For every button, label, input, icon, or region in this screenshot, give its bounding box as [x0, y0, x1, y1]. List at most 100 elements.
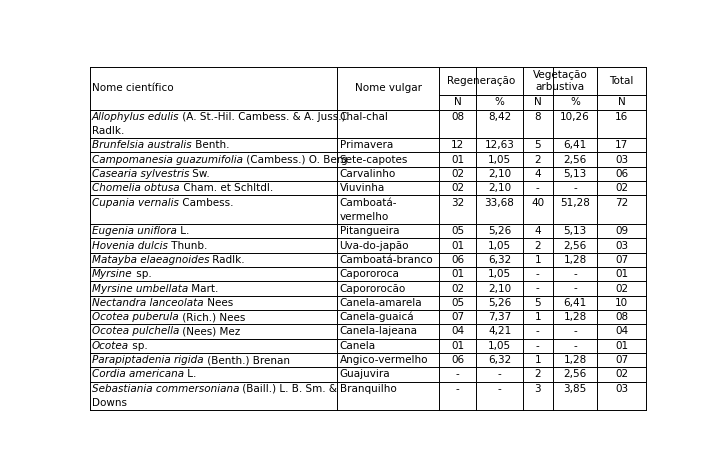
- Text: 08: 08: [452, 112, 465, 122]
- Text: 4: 4: [534, 169, 541, 179]
- Text: 5: 5: [534, 140, 541, 150]
- Text: 8,42: 8,42: [488, 112, 511, 122]
- Text: Radlk.: Radlk.: [210, 255, 245, 265]
- Text: -: -: [498, 384, 501, 394]
- Text: Matayba elaeagnoides: Matayba elaeagnoides: [92, 255, 210, 265]
- Text: Vegetação
arbustiva: Vegetação arbustiva: [533, 70, 587, 92]
- Text: 05: 05: [452, 226, 465, 236]
- Text: 02: 02: [615, 370, 628, 379]
- Text: 01: 01: [615, 341, 628, 351]
- Text: Cordia americana: Cordia americana: [92, 370, 184, 379]
- Text: 4,21: 4,21: [488, 326, 511, 337]
- Text: 5: 5: [534, 298, 541, 308]
- Text: (A. St.-Hil. Cambess. & A. Juss.): (A. St.-Hil. Cambess. & A. Juss.): [180, 112, 346, 122]
- Text: -: -: [573, 269, 577, 279]
- Text: Casearia sylvestris: Casearia sylvestris: [92, 169, 190, 179]
- Text: -: -: [536, 269, 539, 279]
- Text: Branquilho: Branquilho: [340, 384, 396, 394]
- Text: Capororocão: Capororocão: [340, 284, 406, 293]
- Text: Radlk.: Radlk.: [92, 126, 124, 136]
- Text: 07: 07: [452, 312, 465, 322]
- Text: Cupania vernalis: Cupania vernalis: [92, 198, 179, 207]
- Text: Campomanesia guazumifolia: Campomanesia guazumifolia: [92, 155, 243, 165]
- Text: Canela: Canela: [340, 341, 376, 351]
- Text: Angico-vermelho: Angico-vermelho: [340, 355, 428, 365]
- Text: 01: 01: [615, 269, 628, 279]
- Text: 03: 03: [615, 384, 628, 394]
- Text: 07: 07: [615, 355, 628, 365]
- Text: 6,32: 6,32: [488, 255, 511, 265]
- Text: 2,10: 2,10: [488, 183, 511, 193]
- Text: 04: 04: [615, 326, 628, 337]
- Text: Cambess.: Cambess.: [179, 198, 233, 207]
- Text: Hovenia dulcis: Hovenia dulcis: [92, 240, 168, 251]
- Text: Canela-lajeana: Canela-lajeana: [340, 326, 418, 337]
- Text: 5,26: 5,26: [488, 298, 511, 308]
- Text: 6,41: 6,41: [564, 140, 587, 150]
- Text: 40: 40: [531, 198, 544, 207]
- Text: 2,10: 2,10: [488, 169, 511, 179]
- Text: Benth.: Benth.: [192, 140, 229, 150]
- Text: 1: 1: [534, 312, 541, 322]
- Text: %: %: [570, 97, 580, 107]
- Text: 12: 12: [451, 140, 465, 150]
- Text: 01: 01: [452, 240, 465, 251]
- Text: Nees: Nees: [204, 298, 233, 308]
- Text: Nome científico: Nome científico: [92, 83, 174, 93]
- Text: Myrsine umbellata: Myrsine umbellata: [92, 284, 188, 293]
- Text: N: N: [454, 97, 462, 107]
- Text: 12,63: 12,63: [485, 140, 515, 150]
- Text: 4: 4: [534, 226, 541, 236]
- Text: 2: 2: [534, 155, 541, 165]
- Text: 08: 08: [615, 312, 628, 322]
- Text: 72: 72: [615, 198, 628, 207]
- Text: 1: 1: [534, 255, 541, 265]
- Text: Primavera: Primavera: [340, 140, 393, 150]
- Text: 03: 03: [615, 240, 628, 251]
- Text: Regeneração: Regeneração: [447, 76, 515, 86]
- Text: L.: L.: [184, 370, 197, 379]
- Text: 3: 3: [534, 384, 541, 394]
- Text: -: -: [573, 326, 577, 337]
- Text: Sebastiania commersoniana: Sebastiania commersoniana: [92, 384, 240, 394]
- Text: 06: 06: [615, 169, 628, 179]
- Text: Ocotea: Ocotea: [92, 341, 129, 351]
- Text: 02: 02: [452, 284, 465, 293]
- Text: Viuvinha: Viuvinha: [340, 183, 385, 193]
- Text: Allophylus edulis: Allophylus edulis: [92, 112, 180, 122]
- Text: Thunb.: Thunb.: [168, 240, 208, 251]
- Text: 5,13: 5,13: [564, 226, 587, 236]
- Text: 2,10: 2,10: [488, 284, 511, 293]
- Text: 5,26: 5,26: [488, 226, 511, 236]
- Text: sp.: sp.: [129, 341, 148, 351]
- Text: (Rich.) Nees: (Rich.) Nees: [179, 312, 245, 322]
- Text: Camboatá-: Camboatá-: [340, 198, 397, 207]
- Text: (Cambess.) O. Berg: (Cambess.) O. Berg: [243, 155, 348, 165]
- Text: vermelho: vermelho: [340, 212, 389, 222]
- Text: 2: 2: [534, 370, 541, 379]
- Text: 51,28: 51,28: [560, 198, 590, 207]
- Text: 3,85: 3,85: [564, 384, 587, 394]
- Text: Nome vulgar: Nome vulgar: [355, 83, 421, 93]
- Text: 10,26: 10,26: [560, 112, 590, 122]
- Text: Total: Total: [610, 76, 634, 86]
- Text: (Nees) Mez: (Nees) Mez: [180, 326, 241, 337]
- Text: 16: 16: [615, 112, 628, 122]
- Text: -: -: [536, 341, 539, 351]
- Text: -: -: [573, 183, 577, 193]
- Text: 1,05: 1,05: [488, 269, 511, 279]
- Text: 10: 10: [615, 298, 628, 308]
- Text: Guajuvira: Guajuvira: [340, 370, 390, 379]
- Text: Cham. et Schltdl.: Cham. et Schltdl.: [180, 183, 273, 193]
- Text: Uva-do-japão: Uva-do-japão: [340, 240, 409, 251]
- Text: 05: 05: [452, 298, 465, 308]
- Text: -: -: [536, 183, 539, 193]
- Text: Eugenia uniflora: Eugenia uniflora: [92, 226, 177, 236]
- Text: 04: 04: [452, 326, 465, 337]
- Text: 02: 02: [615, 183, 628, 193]
- Text: 6,41: 6,41: [564, 298, 587, 308]
- Text: 5,13: 5,13: [564, 169, 587, 179]
- Text: 8: 8: [534, 112, 541, 122]
- Text: -: -: [456, 384, 460, 394]
- Text: 2,56: 2,56: [564, 240, 587, 251]
